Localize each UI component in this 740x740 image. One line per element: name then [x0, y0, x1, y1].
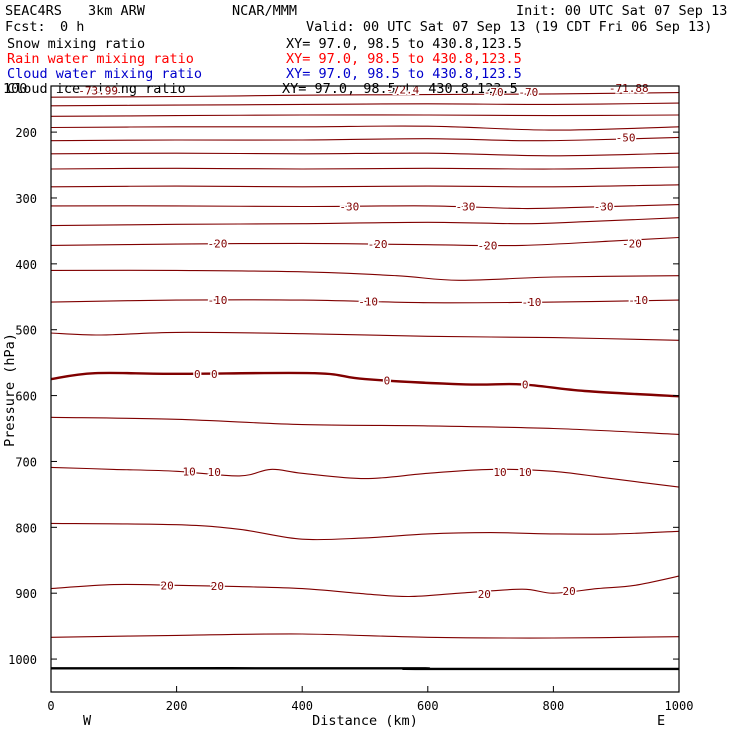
legend-snow-xy: XY= 97.0, 98.5 to 430.8,123.5	[286, 36, 522, 52]
contour-label: 0	[194, 368, 201, 381]
contour-line	[50, 416, 680, 435]
contour-label: 0	[211, 368, 218, 381]
contour-line	[50, 204, 680, 210]
contour-line	[50, 633, 680, 639]
y-tick-label: 400	[15, 258, 37, 272]
contour-label: 20	[478, 588, 491, 601]
x-tick-label: 200	[166, 699, 188, 713]
contour-label: -20	[478, 239, 498, 252]
contour-label: 10	[183, 465, 196, 478]
contour-line	[50, 114, 680, 117]
plot-frame	[50, 85, 680, 693]
contour-line	[50, 136, 680, 142]
y-tick-label: 500	[15, 324, 37, 338]
valid-time: Valid: 00 UTC Sat 07 Sep 13 (19 CDT Fri …	[306, 19, 712, 35]
y-tick-label: 900	[15, 587, 37, 601]
contour-label: -20	[207, 237, 227, 250]
y-tick-label: 200	[15, 126, 37, 140]
contour-line	[50, 184, 680, 188]
x-tick-label: 400	[291, 699, 313, 713]
contour-line	[50, 269, 680, 281]
x-tick-label: 800	[543, 699, 565, 713]
west-label: W	[83, 713, 92, 729]
contour-label: 20	[161, 579, 174, 592]
y-tick-label: 600	[15, 390, 37, 404]
contour-label: -73.99	[78, 85, 118, 98]
y-tick-label: 300	[15, 192, 37, 206]
contour-label: -10	[628, 294, 648, 307]
forecast-hour: 0 h	[60, 19, 84, 35]
contour-label: -72.4	[386, 83, 419, 96]
contour-line	[50, 125, 680, 131]
legend-cloud-ice-xy: XY= 97.0, 98.5 to 430.8,123.5	[282, 81, 518, 97]
model-resolution: 3km ARW	[88, 3, 146, 19]
contour-label: 0	[384, 374, 391, 387]
contour-lines	[50, 92, 680, 671]
contour-label: -20	[622, 237, 642, 250]
contour-line	[50, 371, 680, 398]
contour-line	[50, 152, 680, 157]
legend-rain-name: Rain water mixing ratio	[7, 51, 194, 67]
x-tick-label: 0	[47, 699, 54, 713]
y-tick-top-label: 100	[3, 81, 27, 97]
contour-label: -50	[616, 131, 636, 144]
y-tick-label: 1000	[8, 653, 37, 667]
x-tick-label: 1000	[665, 699, 694, 713]
init-time: Init: 00 UTC Sat 07 Sep 13	[516, 3, 727, 19]
contour-label: -10	[358, 295, 378, 308]
contour-line	[50, 102, 680, 107]
x-tick-label: 600	[417, 699, 439, 713]
legend-cloud-ice-name: Cloud ice mixing ratio	[7, 81, 186, 97]
contour-labels: -73.99 -72.4 -71.88 -70 -70 -50 -30 -30 -30 -20 -2…	[77, 80, 650, 602]
contour-label: 20	[211, 580, 224, 593]
contour-label: 20	[562, 585, 575, 598]
contour-label: -71.88	[609, 82, 649, 95]
legend-rain-xy: XY= 97.0, 98.5 to 430.8,123.5	[286, 51, 522, 67]
contour-label: -30	[594, 201, 614, 214]
contour-label: 0	[522, 378, 529, 391]
legend-snow-name: Snow mixing ratio	[7, 36, 145, 52]
contour-line	[50, 575, 680, 598]
legend: Snow mixing ratio XY= 97.0, 98.5 to 430.…	[7, 36, 522, 97]
contour-label: -70	[484, 86, 504, 99]
model-name: SEAC4RS	[5, 3, 62, 19]
organization: NCAR/MMM	[232, 3, 297, 19]
surface-line	[50, 667, 680, 671]
contour-line	[50, 331, 680, 341]
y-tick-label: 800	[15, 521, 37, 535]
east-label: E	[657, 713, 665, 729]
forecast-label: Fcst:	[5, 19, 46, 35]
contour-line	[50, 522, 680, 541]
legend-cloud-water-xy: XY= 97.0, 98.5 to 430.8,123.5	[286, 66, 522, 82]
contour-label: 10	[519, 466, 532, 479]
contour-line	[50, 166, 680, 170]
y-axis-title: Pressure (hPa)	[2, 333, 18, 447]
contour-line	[50, 466, 680, 488]
contour-label: -30	[339, 201, 359, 214]
contour-line	[50, 236, 680, 247]
contour-line	[50, 299, 680, 304]
contour-label: -30	[456, 201, 476, 214]
contour-label: -70	[518, 86, 538, 99]
x-axis-title: Distance (km)	[312, 713, 418, 729]
contour-label: -20	[368, 238, 388, 251]
contour-label: -10	[521, 296, 541, 309]
contour-label: -10	[207, 294, 227, 307]
contour-label: 10	[208, 466, 221, 479]
legend-cloud-water-name: Cloud water mixing ratio	[7, 66, 202, 82]
y-tick-label: 700	[15, 455, 37, 469]
contour-line	[50, 92, 680, 98]
contour-label: 10	[493, 466, 506, 479]
contour-line	[50, 217, 680, 227]
